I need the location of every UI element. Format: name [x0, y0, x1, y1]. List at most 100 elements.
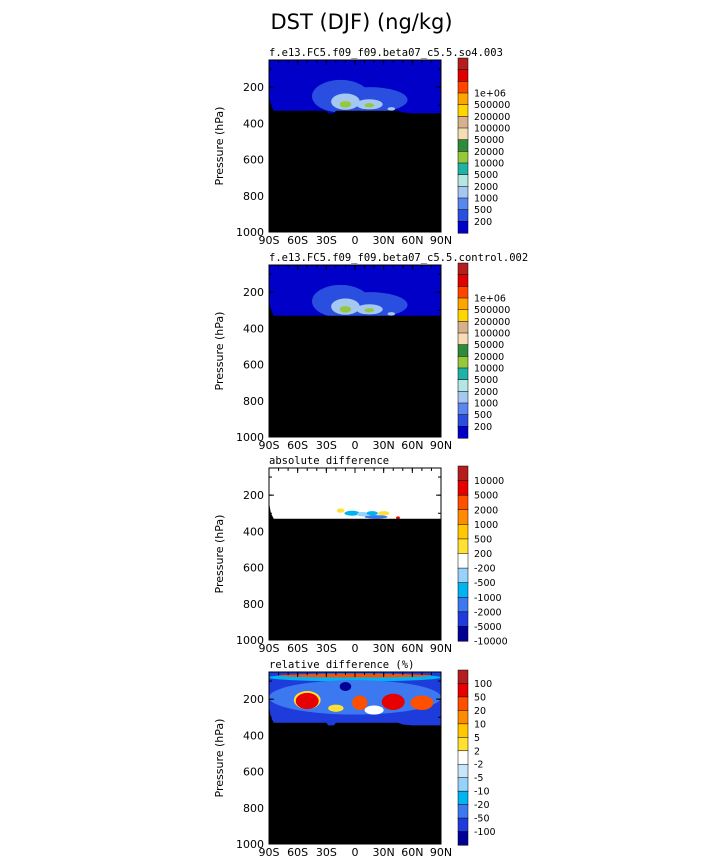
x-tick-label: 30N	[373, 846, 395, 859]
colorbar-label: 100000	[474, 329, 510, 340]
plot-area	[269, 672, 441, 844]
colorbar-box	[457, 414, 469, 427]
y-tick-label: 400	[243, 117, 264, 130]
plot-area	[269, 468, 441, 640]
x-tick-label: 60N	[401, 642, 423, 655]
colorbar-label: 1000	[474, 194, 498, 205]
colorbar-label: 2000	[474, 505, 498, 516]
colorbar-label: 10000	[474, 476, 504, 487]
y-tick-label: 1000	[236, 634, 264, 647]
colorbar-box	[457, 379, 469, 392]
y-tick-label: 400	[243, 322, 264, 335]
colorbar-label: 20000	[474, 352, 504, 363]
colorbar-box	[457, 57, 469, 71]
colorbar-label: 100	[474, 679, 492, 690]
x-tick-label: 60N	[401, 846, 423, 859]
y-tick-label: 200	[243, 489, 264, 502]
colorbar: 1e+0650000020000010000050000200001000050…	[457, 57, 510, 234]
field-contour-6	[364, 103, 375, 108]
colorbar-box	[457, 710, 469, 725]
colorbar-box	[457, 831, 469, 846]
field-contour-6	[381, 693, 405, 711]
panel-1: f.e13.FC5.f09_f09.beta07_c5.5.so4.003 Pre…	[213, 47, 510, 247]
field-contour-5	[295, 692, 319, 710]
field-contour-10	[364, 705, 384, 715]
colorbar-label: 10	[474, 719, 486, 730]
colorbar-box	[457, 790, 469, 806]
panel-subtitle: f.e13.FC5.f09_f09.beta07_c5.5.so4.003	[269, 47, 503, 59]
field-contour-11	[339, 681, 352, 692]
field-contour-5	[377, 511, 390, 516]
x-tick-label: 60N	[401, 234, 423, 247]
x-tick-label: 0	[352, 234, 359, 247]
colorbar-box	[457, 683, 469, 698]
field-contour-9	[328, 704, 344, 712]
colorbar-label: 200	[474, 549, 492, 560]
x-tick-label: 30N	[373, 642, 395, 655]
colorbar-label: 200	[474, 422, 492, 433]
colorbar-box	[457, 567, 469, 584]
field-contour-2	[344, 510, 360, 516]
colorbar-label: 200000	[474, 112, 510, 123]
x-tick-label: 90S	[259, 846, 280, 859]
x-tick-label: 30S	[316, 846, 337, 859]
panel-subtitle: relative difference (%)	[269, 659, 414, 671]
x-tick-label: 30N	[373, 234, 395, 247]
colorbar-box	[457, 186, 469, 199]
colorbar-box	[457, 524, 469, 540]
colorbar-box	[457, 69, 469, 82]
colorbar-label: -10000	[474, 637, 508, 648]
surface-mask	[269, 94, 441, 232]
colorbar-label: -1000	[474, 593, 502, 604]
colorbar-label: -5	[474, 773, 483, 784]
colorbar-box	[457, 817, 469, 833]
colorbar-box	[457, 274, 469, 287]
colorbar-box	[457, 221, 469, 234]
surface-mask	[269, 706, 441, 844]
x-tick-label: 60S	[287, 234, 308, 247]
x-tick-label: 0	[352, 642, 359, 655]
y-tick-label: 1000	[236, 838, 264, 851]
colorbar-label: 10000	[474, 364, 504, 375]
y-tick-label: 600	[243, 359, 264, 372]
y-tick-label: 200	[243, 693, 264, 706]
y-axis-label: Pressure (hPa)	[213, 719, 226, 798]
colorbar-box	[457, 538, 469, 555]
colorbar-label: 50	[474, 692, 486, 703]
colorbar-box	[457, 777, 469, 792]
colorbar-label: 5000	[474, 491, 498, 502]
colorbar-box	[457, 104, 469, 117]
colorbar-box	[457, 494, 469, 511]
colorbar-box	[457, 611, 469, 627]
colorbar-label: 2000	[474, 182, 498, 193]
panel-subtitle: absolute difference	[269, 455, 389, 467]
y-tick-label: 400	[243, 525, 264, 538]
colorbar-label: 2	[474, 746, 480, 757]
field-contour-8	[352, 695, 368, 711]
colorbar-box	[457, 116, 469, 129]
y-axis-label: Pressure (hPa)	[213, 515, 226, 594]
x-tick-label: 30S	[316, 642, 337, 655]
field-contour-7	[396, 516, 400, 520]
colorbar-label: -5000	[474, 622, 502, 633]
panel-2: f.e13.FC5.f09_f09.beta07_c5.5.control.00…	[213, 252, 528, 452]
colorbar-label: 5000	[474, 375, 498, 386]
colorbar-label: -50	[474, 814, 490, 825]
x-tick-label: 90S	[259, 642, 280, 655]
colorbar-box	[457, 356, 469, 369]
colorbar-box	[457, 696, 469, 711]
colorbar-box	[457, 81, 469, 94]
colorbar-label: 2000	[474, 387, 498, 398]
colorbar-label: 20000	[474, 147, 504, 158]
y-tick-label: 600	[243, 766, 264, 779]
panel-subtitle: f.e13.FC5.f09_f09.beta07_c5.5.control.00…	[269, 252, 528, 264]
x-tick-label: 90S	[259, 234, 280, 247]
colorbar-box	[457, 286, 469, 299]
y-tick-label: 1000	[236, 226, 264, 239]
colorbar-box	[457, 465, 469, 482]
colorbar-box	[457, 309, 469, 322]
colorbar-box	[457, 669, 469, 685]
x-tick-label: 30S	[316, 439, 337, 452]
surface-mask	[269, 502, 441, 640]
